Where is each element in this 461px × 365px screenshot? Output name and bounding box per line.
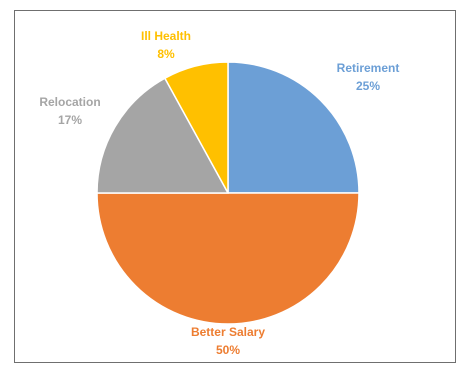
pie-slice-ill-health: [163, 61, 229, 194]
slice-label-relocation: Relocation: [39, 95, 100, 109]
pie-slice-better-salary: [96, 192, 360, 325]
pie-slice-relocation: [96, 77, 230, 194]
slice-label-better-salary: Better Salary: [191, 325, 265, 339]
pie-slices: [96, 61, 360, 325]
slice-value-ill-health: 8%: [157, 47, 175, 61]
pie-slice-retirement: [227, 61, 360, 194]
slice-label-retirement: Retirement: [337, 61, 400, 75]
slice-label-ill-health: Ill Health: [141, 29, 191, 43]
slice-value-retirement: 25%: [356, 79, 380, 93]
slice-value-better-salary: 50%: [216, 343, 240, 357]
pie-labels: Retirement 25% Better Salary 50% Relocation 1…: [39, 29, 399, 357]
slice-value-relocation: 17%: [58, 113, 82, 127]
